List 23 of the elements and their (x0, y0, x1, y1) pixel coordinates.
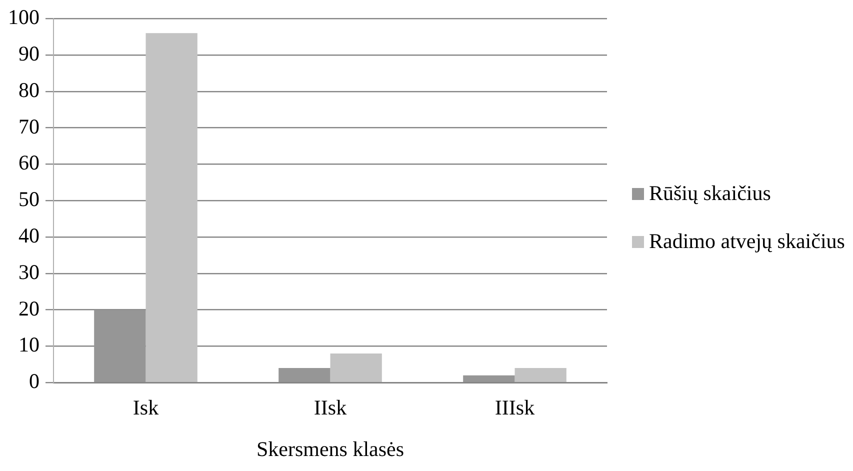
y-tick-label: 30 (18, 260, 40, 284)
y-tick-label: 80 (18, 78, 40, 102)
y-tick-label: 60 (18, 150, 40, 175)
y-tick-label: 70 (18, 114, 40, 138)
y-tick-label: 50 (18, 187, 40, 212)
x-axis-title: Skersmens klasės (256, 436, 404, 461)
y-tick-label: 10 (18, 332, 40, 357)
y-tick-label: 90 (18, 42, 40, 66)
bar (146, 33, 198, 382)
x-tick-label: IIIsk (494, 396, 536, 420)
bar (330, 353, 382, 382)
y-tick-label: 100 (8, 5, 40, 30)
y-tick-label: 20 (18, 296, 40, 320)
bar (463, 375, 515, 382)
bar (514, 368, 566, 382)
legend-label: Rūšių skaičius (649, 180, 771, 206)
x-tick-label: Isk (132, 396, 160, 420)
y-tick-label: 0 (29, 369, 40, 394)
bar (278, 368, 330, 382)
x-tick-label: IIsk (314, 396, 348, 420)
legend-label: Radimo atvejų skaičius (649, 228, 845, 254)
y-tick-label: 40 (18, 224, 40, 248)
bar (94, 310, 146, 382)
